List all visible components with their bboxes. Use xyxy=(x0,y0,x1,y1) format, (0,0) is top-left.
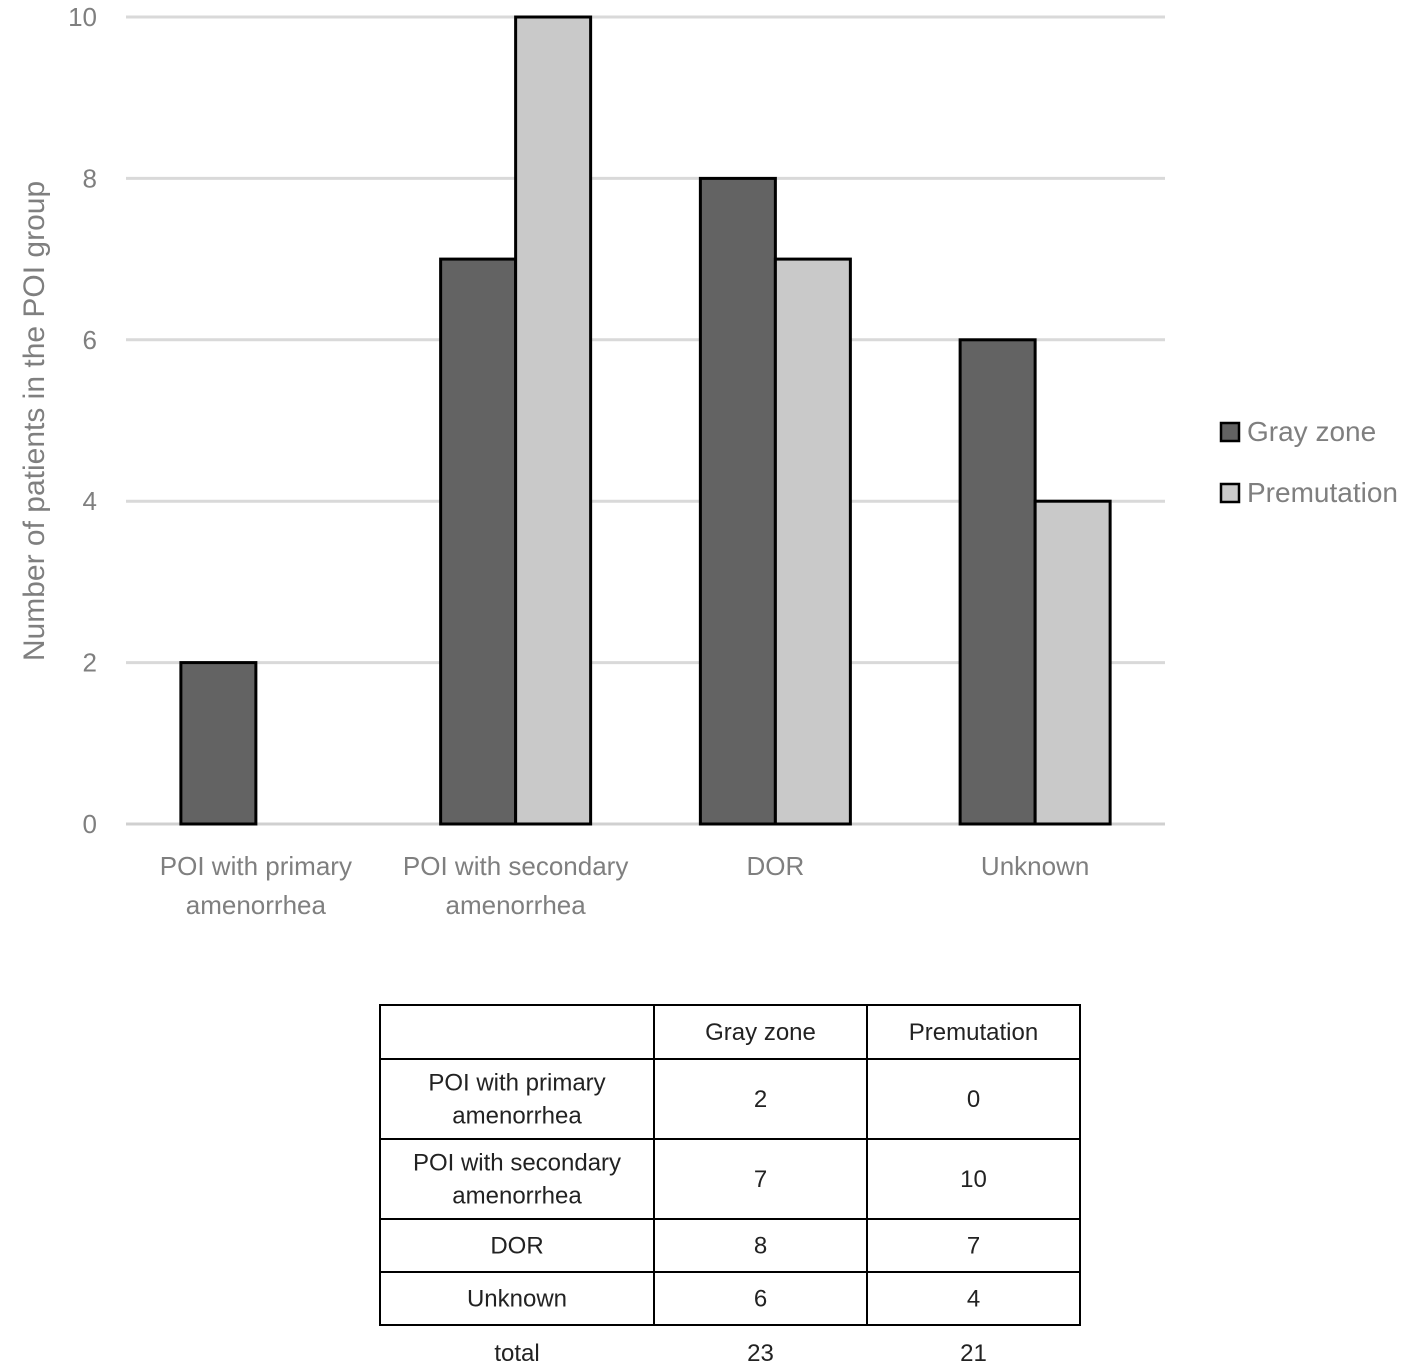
bar xyxy=(698,176,777,826)
x-tick-label: amenorrhea xyxy=(186,890,327,920)
data-table: Gray zone Premutation POI with primary amen… xyxy=(379,1004,1081,1363)
y-tick-label: 2 xyxy=(83,648,97,678)
bar xyxy=(179,661,258,826)
table-cell: 2 xyxy=(754,1086,767,1113)
table-cell: 6 xyxy=(754,1286,767,1313)
legend-swatch xyxy=(1219,482,1241,504)
table-row-label: amenorrhea xyxy=(452,1183,582,1210)
legend: Gray zone Premutation xyxy=(1219,416,1398,508)
table-cell: 10 xyxy=(960,1166,987,1193)
table-row-label: DOR xyxy=(490,1233,543,1260)
table-row-label: amenorrhea xyxy=(452,1103,582,1130)
x-tick-label: POI with primary xyxy=(160,851,352,881)
y-axis-title: Number of patients in the POI group xyxy=(18,181,51,661)
x-tick-label: DOR xyxy=(746,851,804,881)
legend-label: Gray zone xyxy=(1247,416,1376,447)
table-total-cell: 21 xyxy=(960,1340,987,1363)
table-cell: 7 xyxy=(967,1233,980,1260)
table-row-label: POI with secondary xyxy=(413,1150,621,1177)
table-header-cell: Gray zone xyxy=(705,1019,816,1046)
table-row-label: POI with primary xyxy=(428,1070,605,1097)
x-axis-ticks: POI with primary amenorrhea POI with secon… xyxy=(160,851,1090,920)
table-total-label: total xyxy=(494,1340,539,1363)
y-tick-label: 10 xyxy=(68,2,97,32)
bar xyxy=(773,257,852,826)
y-tick-label: 4 xyxy=(83,486,97,516)
table-cell: 7 xyxy=(754,1166,767,1193)
table-total-cell: 23 xyxy=(747,1340,774,1363)
bar xyxy=(439,257,518,826)
bars xyxy=(179,15,1112,826)
table-cell: 0 xyxy=(967,1086,980,1113)
x-tick-label: Unknown xyxy=(981,851,1089,881)
y-tick-label: 0 xyxy=(83,809,97,839)
y-tick-label: 8 xyxy=(83,163,97,193)
x-tick-label: amenorrhea xyxy=(446,890,587,920)
y-tick-label: 6 xyxy=(83,325,97,355)
legend-swatch xyxy=(1219,421,1241,443)
table-header-cell: Premutation xyxy=(909,1019,1038,1046)
table-border xyxy=(379,1004,1081,1326)
table-cell: 8 xyxy=(754,1233,767,1260)
bar xyxy=(958,338,1037,826)
y-axis-ticks: 0 2 4 6 8 10 xyxy=(68,2,97,839)
table-cell: 4 xyxy=(967,1286,980,1313)
bar xyxy=(1033,499,1112,826)
bar xyxy=(514,15,593,826)
legend-label: Premutation xyxy=(1247,477,1398,508)
x-tick-label: POI with secondary xyxy=(403,851,628,881)
table-row-label: Unknown xyxy=(467,1286,567,1313)
